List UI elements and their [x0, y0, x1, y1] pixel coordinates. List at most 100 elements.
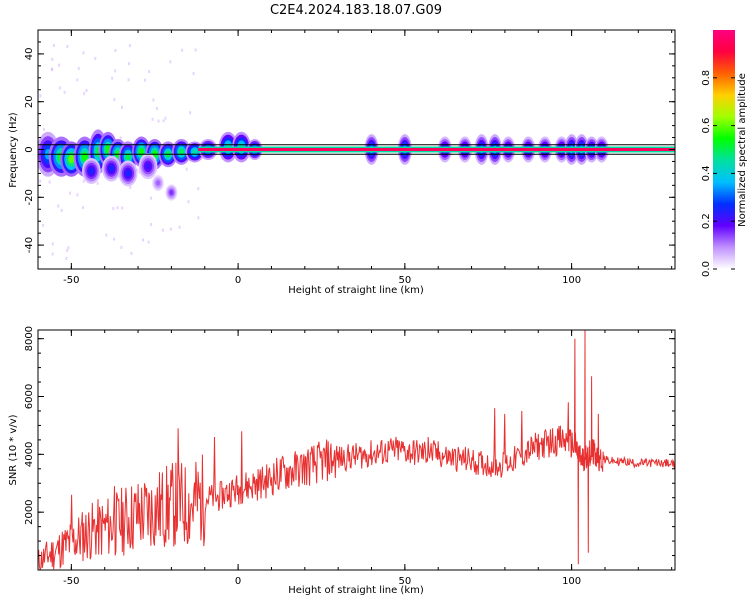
spectrogram-speckle	[48, 180, 51, 184]
spectrogram-blob	[88, 167, 95, 175]
x-tick-label: 50	[398, 576, 411, 587]
spectrogram-speckle	[192, 71, 195, 75]
spectrogram-speckle	[128, 62, 131, 66]
spectrogram-speckle	[94, 56, 97, 60]
y-tick-label: 8000	[24, 326, 35, 351]
colorbar-tick-label: 0.6	[701, 118, 712, 134]
x-tick-label: 100	[562, 275, 581, 286]
spectrogram-speckle	[164, 116, 167, 120]
spectrogram-speckle	[58, 63, 61, 67]
spectrogram-speckle	[194, 48, 197, 52]
spectrogram-blob	[178, 148, 185, 156]
spectrogram-speckle	[189, 111, 192, 115]
spectrogram-panel: -50 0 50 100 -40 -20 0 20 40 Height of straight …	[8, 29, 676, 296]
spectrogram-image	[38, 43, 675, 260]
y-tick-label: 40	[24, 48, 35, 61]
spectrogram-speckle	[119, 136, 122, 140]
spectrogram-speckle	[150, 223, 153, 227]
spectrogram-speckle	[161, 228, 164, 232]
y-tick-label: 6000	[24, 384, 35, 409]
spectrogram-speckle	[51, 242, 54, 246]
colorbar-gradient	[713, 30, 735, 269]
spectrogram-speckle	[143, 78, 146, 82]
spectrogram-speckle	[120, 245, 123, 249]
colorbar-label: Normalized spectral amplitude	[737, 73, 748, 227]
spectrogram-speckle	[121, 206, 124, 210]
spectrogram-speckle	[69, 191, 72, 195]
spectrogram-speckle	[113, 237, 116, 241]
spectrogram-speckle	[138, 170, 141, 174]
y-tick-label: 0	[24, 146, 35, 152]
spectrogram-speckle	[57, 204, 60, 208]
spectrogram-blob	[68, 154, 75, 164]
spectrogram-speckle	[76, 78, 79, 82]
spectrogram-speckle	[178, 225, 181, 229]
spectrogram-speckle	[82, 51, 85, 55]
spectrogram-speckle	[66, 249, 69, 253]
spectrogram-speckle	[120, 105, 123, 109]
spectrogram-speckle	[148, 70, 151, 74]
snr-series-line	[38, 330, 675, 570]
x-tick-label: 0	[235, 275, 241, 286]
spectrogram-speckle	[60, 208, 63, 212]
snr-ylabel: SNR (10 * v/v)	[8, 414, 19, 485]
spectrogram-speckle	[187, 200, 190, 204]
x-tick-label: 0	[235, 576, 241, 587]
spectrogram-speckle	[128, 44, 131, 48]
spectrogram-speckle	[42, 223, 45, 227]
snr-panel: -50 0 50 100 2000 4000 6000 8000 Height of stra…	[8, 326, 676, 596]
spectrogram-speckle	[181, 48, 184, 52]
spectrogram-speckle	[96, 181, 99, 185]
spectrogram-speckle	[169, 60, 172, 64]
spectrogram-speckle	[142, 238, 145, 242]
spectrogram-speckle	[52, 43, 55, 47]
spectrogram-speckle	[111, 76, 114, 80]
spectrogram-speckle	[82, 206, 85, 210]
figure-title: C2E4.2024.183.18.07.G09	[270, 3, 442, 18]
spectrogram-speckle	[155, 106, 158, 110]
spectrogram-ticks: -50 0 50 100 -40 -20 0 20 40	[24, 29, 675, 286]
spectrogram-speckle	[114, 49, 117, 53]
spectrogram-speckle	[42, 127, 45, 131]
spectrogram-speckle	[39, 94, 42, 98]
snr-xlabel: Height of straight line (km)	[288, 585, 424, 596]
y-tick-label: -20	[24, 189, 35, 205]
x-tick-label: 50	[398, 275, 411, 286]
spectrogram-speckle	[112, 207, 115, 211]
spectrogram-speckle	[162, 119, 165, 123]
spectrogram-speckle	[76, 193, 79, 197]
spectrogram-speckle	[83, 92, 86, 96]
spectrogram-speckle	[136, 168, 139, 172]
spectrogram-speckle	[113, 98, 116, 102]
spectrogram-speckle	[51, 252, 54, 256]
spectrogram-speckle	[151, 117, 154, 121]
spectrogram-speckle	[130, 251, 133, 255]
spectrogram-blob	[156, 180, 161, 186]
spectrogram-speckle	[51, 57, 54, 61]
spectrogram-line-core	[198, 148, 675, 151]
spectrogram-speckle	[105, 233, 108, 237]
spectrogram-speckle	[50, 67, 53, 71]
y-tick-label: 20	[24, 95, 35, 108]
colorbar: 0.0 0.2 0.4 0.6 0.8 Normalized spectral ampl…	[701, 30, 748, 277]
spectrogram-speckle	[65, 256, 68, 260]
spectrogram-speckle	[85, 89, 88, 93]
spectrogram-speckle	[185, 167, 188, 171]
spectrogram-speckle	[197, 187, 200, 191]
spectrogram-speckle	[67, 246, 70, 250]
spectrogram-speckle	[150, 196, 153, 200]
spectrogram-speckle	[157, 119, 160, 123]
y-tick-label: 2000	[24, 499, 35, 524]
colorbar-tick-label: 0.0	[701, 261, 712, 277]
x-tick-label: -50	[63, 576, 79, 587]
spectrogram-speckle	[147, 240, 150, 244]
spectrogram-blob	[169, 190, 174, 195]
spectrogram-speckle	[129, 185, 132, 189]
snr-frame	[37, 329, 676, 571]
spectrogram-blob	[192, 148, 198, 155]
spectrogram-blob	[145, 162, 151, 170]
spectrogram-xlabel: Height of straight line (km)	[288, 285, 424, 296]
x-tick-label: -50	[63, 275, 79, 286]
spectrogram-speckle	[169, 227, 172, 231]
